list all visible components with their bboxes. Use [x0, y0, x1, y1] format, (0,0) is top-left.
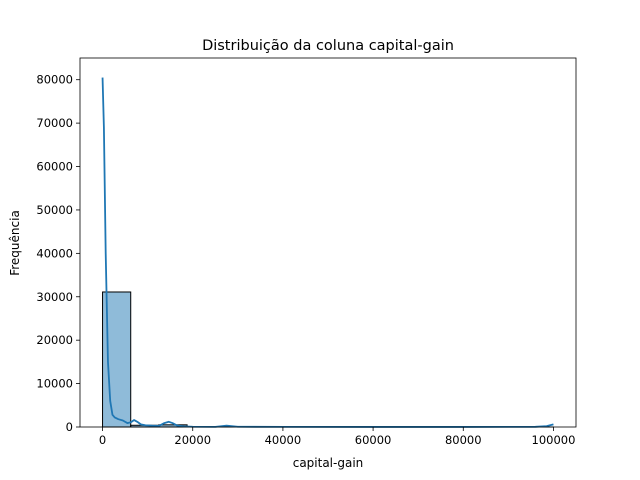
y-axis-ticks: 0 10000 20000 30000 40000 50000 60000 70000 8000… [36, 73, 80, 434]
x-tick-label: 20000 [174, 433, 211, 447]
x-tick-label: 80000 [445, 433, 482, 447]
histogram-bars [102, 291, 554, 428]
x-tick-label: 0 [99, 433, 106, 447]
kde-line [101, 77, 554, 428]
chart-title: Distribuição da coluna capital-gain [202, 38, 454, 54]
x-tick-label: 40000 [265, 433, 302, 447]
x-axis-ticks: 0 20000 40000 60000 80000 100000 [99, 427, 576, 447]
y-tick-label: 0 [66, 420, 73, 434]
x-tick-label: 100000 [532, 433, 576, 447]
y-tick-label: 10000 [36, 377, 73, 391]
y-tick-label: 80000 [36, 73, 73, 87]
y-tick-label: 70000 [36, 116, 73, 130]
x-tick-label: 60000 [355, 433, 392, 447]
y-tick-label: 30000 [36, 290, 73, 304]
y-tick-label: 20000 [36, 333, 73, 347]
y-tick-label: 40000 [36, 246, 73, 260]
y-axis-label: Frequência [8, 210, 22, 276]
y-tick-label: 60000 [36, 160, 73, 174]
x-axis-label: capital-gain [293, 456, 364, 470]
plot-frame [79, 57, 577, 428]
y-tick-label: 50000 [36, 203, 73, 217]
